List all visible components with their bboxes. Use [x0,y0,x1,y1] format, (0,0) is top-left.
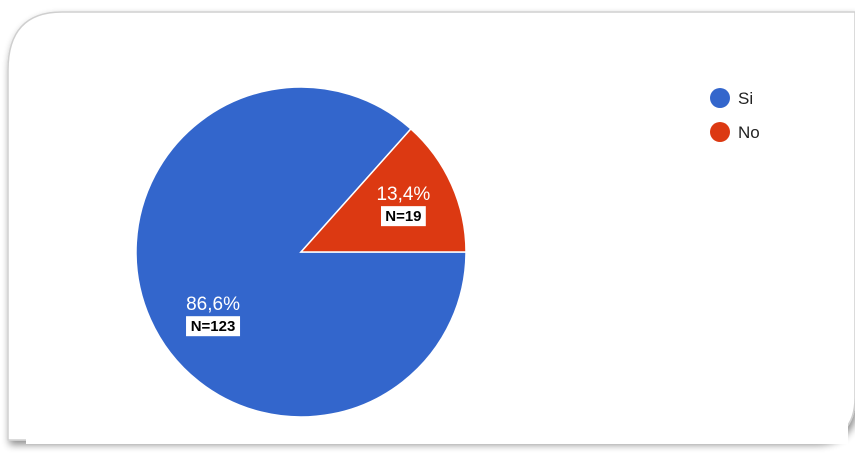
legend-swatch-si[interactable] [710,88,730,108]
legend: Si No [710,88,760,142]
legend-swatch-no[interactable] [710,122,730,142]
slice-percent-label-si: 86,6% [186,294,240,315]
count-label-box-no [381,206,426,227]
pie-slices [135,86,467,418]
pie-labels: 86,6% N=123 13,4% N=19 [186,184,430,337]
legend-label-no[interactable]: No [738,123,760,142]
slice-percent-label-no: 13,4% [376,184,430,205]
count-label-no: N=19 [385,208,421,225]
count-label-box-si [186,316,241,337]
legend-label-si[interactable]: Si [738,89,753,108]
count-label-si: N=123 [191,318,236,335]
